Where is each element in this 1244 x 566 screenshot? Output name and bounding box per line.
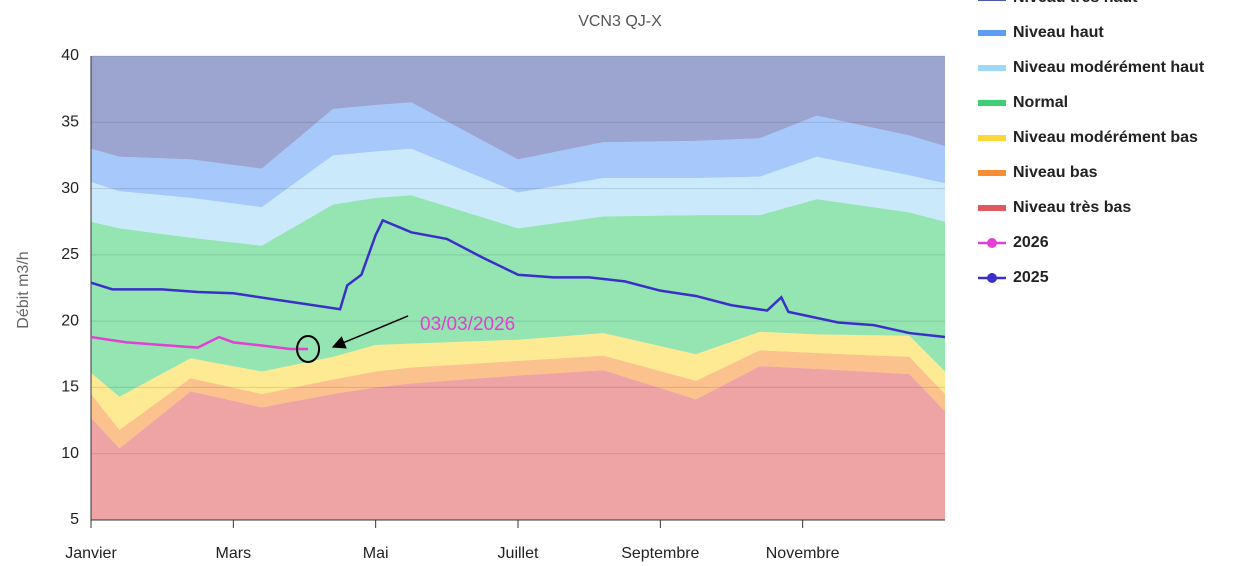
areas: [91, 56, 945, 520]
area-band: [91, 331, 945, 430]
legend-marker: [987, 273, 997, 283]
y-tick-label: 15: [61, 379, 79, 396]
x-tick-label: Mars: [216, 545, 252, 562]
legend-label: Niveau très bas: [1013, 199, 1131, 216]
y-tick-label: 20: [61, 312, 79, 329]
annotation-arrow: [331, 315, 409, 349]
series-line: [90, 335, 309, 351]
x-tick-label: Septembre: [621, 545, 699, 562]
legend-swatch: [978, 100, 1006, 106]
area-band: [91, 350, 945, 449]
area-band: [91, 148, 945, 246]
x-tick-label: Novembre: [766, 545, 840, 562]
y-tick-label: 40: [61, 47, 79, 64]
chart-subtitle: VCN3 QJ-X: [578, 13, 662, 30]
legend-swatch: [978, 205, 1006, 211]
legend-swatch: [978, 0, 1006, 1]
legend-swatch: [978, 170, 1006, 176]
y-axis-label: Débit m3/h: [15, 251, 32, 328]
legend-label: 2025: [1013, 269, 1049, 286]
legend-label: Niveau haut: [1013, 24, 1104, 41]
y-tick-label: 35: [61, 114, 79, 131]
legend-label: Niveau bas: [1013, 164, 1098, 181]
x-tick-label: Mai: [363, 545, 389, 562]
legend-label: Niveau modérément haut: [1013, 59, 1205, 76]
x-tick-label: Janvier: [65, 545, 117, 562]
area-band: [91, 366, 945, 520]
legend-label: Niveau modérément bas: [1013, 129, 1198, 146]
legend-label: Niveau très haut: [1013, 0, 1138, 6]
y-tick-label: 10: [61, 445, 79, 462]
area-band: [91, 102, 945, 208]
y-tick-label: 30: [61, 180, 79, 197]
series-line: [90, 218, 946, 339]
annotation: 03/03/2026: [420, 314, 515, 335]
y-tick-label: 25: [61, 246, 79, 263]
legend-label: 2026: [1013, 234, 1049, 251]
annotation-circle: [296, 334, 321, 363]
area-band: [91, 195, 945, 397]
area-band: [91, 56, 945, 169]
y-tick-label: 5: [70, 511, 79, 528]
legend-swatch: [978, 30, 1006, 36]
x-tick-label: Juillet: [498, 545, 539, 562]
legend-swatch: [978, 135, 1006, 141]
legend-label: Normal: [1013, 94, 1068, 111]
legend-marker: [987, 238, 997, 248]
legend-swatch: [978, 65, 1006, 71]
